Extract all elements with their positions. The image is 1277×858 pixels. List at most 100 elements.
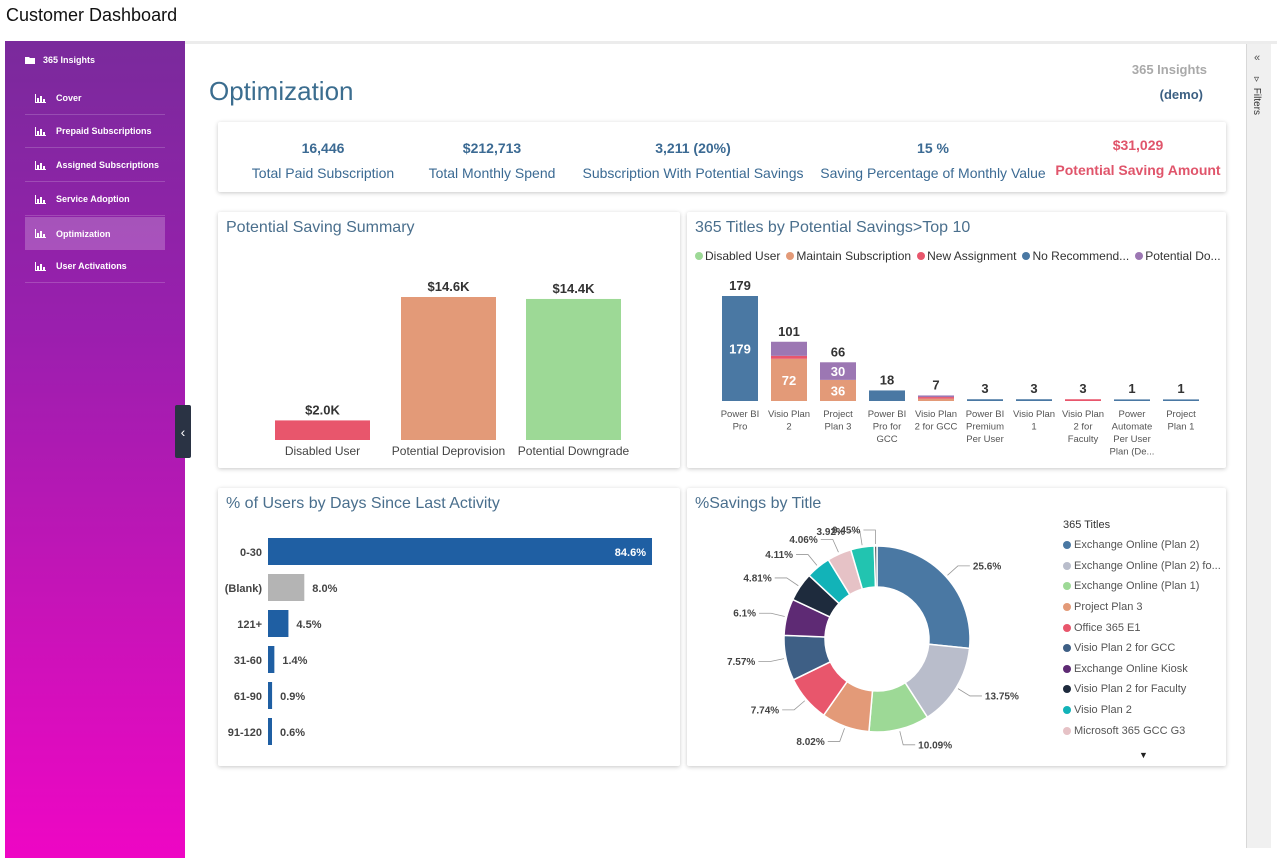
sidebar-item-cover[interactable]: Cover: [25, 82, 165, 115]
donut-value-label: 6.1%: [733, 609, 756, 620]
donut-value-label: 0.45%: [832, 526, 860, 537]
pie-legend-item[interactable]: Visio Plan 2: [1063, 700, 1221, 721]
top10-bar-segment[interactable]: [820, 362, 856, 380]
activity-bar[interactable]: [268, 682, 273, 709]
summary-bar[interactable]: [401, 297, 496, 440]
donut-slice[interactable]: [873, 545, 878, 588]
legend-label: Maintain Subscription: [796, 249, 912, 263]
filters-label[interactable]: ▿ Filters: [1251, 74, 1262, 115]
filters-pane[interactable]: « ▿ Filters: [1246, 44, 1271, 848]
donut-value-label: 4.06%: [789, 535, 817, 546]
top10-bar-segment[interactable]: [1114, 399, 1150, 401]
top10-bar-segment[interactable]: [1163, 399, 1199, 401]
legend-color-dot: [1063, 685, 1071, 694]
sidebar-item-assigned-subscriptions[interactable]: Assigned Subscriptions: [25, 149, 165, 182]
kpi-label: Potential Saving Amount: [1055, 162, 1221, 178]
activity-value-label: 1.4%: [282, 655, 307, 667]
top10-segment-label: 72: [782, 373, 796, 388]
sidebar-item-label: User Activations: [56, 261, 127, 271]
sidebar-item-service-adoption[interactable]: Service Adoption: [25, 183, 165, 216]
top10-bar-segment[interactable]: [771, 341, 807, 356]
pie-legend-item[interactable]: Project Plan 3: [1063, 597, 1221, 618]
filters-label-text: Filters: [1251, 87, 1262, 116]
pie-legend-item[interactable]: Microsoft 365 GCC G3: [1063, 720, 1221, 741]
kpi-value: $212,713: [462, 140, 522, 156]
top10-bar-segment[interactable]: [820, 379, 856, 401]
pie-legend-label: Exchange Online (Plan 2) fo...: [1074, 559, 1221, 572]
legend-item-disabled-user[interactable]: Disabled User: [695, 249, 780, 263]
sidebar-item-prepaid-subscriptions[interactable]: Prepaid Subscriptions: [25, 115, 165, 148]
legend-scroll-down-icon[interactable]: ▼: [1139, 750, 1148, 760]
activity-bar[interactable]: [268, 610, 289, 637]
pie-legend-item[interactable]: Exchange Online (Plan 1): [1063, 576, 1221, 597]
top10-bar-segment[interactable]: [771, 355, 807, 359]
top10-segment-label: 179: [729, 342, 751, 357]
legend-label: No Recommend...: [1032, 249, 1130, 263]
legend-item-new-assignment[interactable]: New Assignment: [917, 249, 1016, 263]
activity-bar[interactable]: [268, 718, 272, 745]
page-title: Optimization: [209, 76, 354, 106]
activity-bar[interactable]: [268, 574, 305, 601]
donut-leader-line: [820, 538, 839, 553]
collapse-sidebar-button[interactable]: ‹: [175, 405, 191, 458]
legend-label: Potential Do...: [1145, 249, 1221, 263]
summary-bar-value-label: $14.4K: [553, 281, 596, 296]
activity-bar[interactable]: [268, 538, 652, 565]
top10-bar-segment[interactable]: [722, 296, 758, 401]
top-divider: [185, 41, 1277, 44]
donut-slice[interactable]: [876, 545, 971, 650]
top10-titles-chart: 179 179 Power BI Pro 101 72 Visio Plan 2 66 36 30 P…: [721, 278, 1199, 458]
double-chevron-left-icon[interactable]: «: [1254, 52, 1261, 64]
summary-bar[interactable]: [526, 298, 621, 440]
kpi-subscription-with-potential-savings: 3,211 (20%) Subscription With Potential …: [578, 122, 808, 181]
donut-leader-line: [827, 728, 845, 742]
donut-leader-line: [899, 731, 916, 746]
donut-value-label: 7.57%: [727, 657, 755, 668]
activity-value-label: 84.6%: [615, 547, 646, 559]
pie-legend-item[interactable]: Visio Plan 2 for Faculty: [1063, 679, 1221, 700]
pie-legend-item[interactable]: Exchange Online Kiosk: [1063, 659, 1221, 680]
top10-bar-segment[interactable]: [918, 398, 954, 401]
kpi-label: Total Monthly Spend: [428, 165, 556, 181]
pie-legend-item[interactable]: Exchange Online (Plan 2) fo...: [1063, 556, 1221, 577]
legend-label: Disabled User: [705, 249, 781, 263]
donut-leader-line: [759, 612, 785, 617]
pie-legend-item[interactable]: Visio Plan 2 for GCC: [1063, 638, 1221, 659]
top10-bar-segment[interactable]: [967, 399, 1003, 401]
activity-bar[interactable]: [268, 646, 275, 673]
savings-by-title-card: %Savings by Title 25.6% 13.75% 10.09% 8.02%…: [687, 488, 1226, 766]
sidebar-group-365-insights[interactable]: 365 Insights: [25, 55, 95, 65]
kpi-value: 16,446: [301, 140, 345, 156]
donut-leader-line: [782, 700, 806, 711]
top10-category-label: Project Plan 1: [1166, 409, 1196, 433]
sidebar-item-optimization[interactable]: Optimization: [25, 217, 165, 250]
donut-leader-line: [947, 565, 970, 576]
card-title: 365 Titles by Potential Savings>Top 10: [695, 219, 971, 236]
top10-category-label: Visio Plan 2 for Faculty: [1062, 409, 1104, 445]
summary-bar[interactable]: [275, 420, 370, 440]
top10-bar-segment[interactable]: [869, 390, 905, 401]
legend-item-no-recommend[interactable]: No Recommend...: [1022, 249, 1129, 263]
pie-legend-item[interactable]: Office 365 E1: [1063, 617, 1221, 638]
legend-color-dot: [1063, 603, 1071, 612]
top10-bar-segment[interactable]: [918, 395, 954, 398]
top10-bar-segment[interactable]: [1016, 399, 1052, 401]
sidebar-item-user-activations[interactable]: User Activations: [25, 250, 165, 283]
top10-bar-segment[interactable]: [1065, 399, 1101, 401]
summary-bar-value-label: $2.0K: [305, 402, 340, 417]
legend-item-potential-downgrade[interactable]: Potential Do...: [1135, 249, 1221, 263]
kpi-total-paid-subscription: 16,446 Total Paid Subscription: [238, 122, 408, 181]
top10-bar-segment[interactable]: [918, 397, 954, 399]
top10-category-label: Project Plan 3: [823, 409, 853, 433]
pie-legend-label: Office 365 E1: [1074, 621, 1141, 634]
kpi-label: Total Paid Subscription: [251, 165, 395, 181]
filter-funnel-icon: ▿: [1251, 74, 1262, 85]
legend-item-maintain-subscription[interactable]: Maintain Subscription: [786, 249, 911, 263]
top10-bar-segment[interactable]: [771, 358, 807, 401]
pie-legend-items: Exchange Online (Plan 2) Exchange Online …: [1063, 535, 1221, 741]
pie-legend-item[interactable]: Exchange Online (Plan 2): [1063, 535, 1221, 556]
donut-value-label: 8.02%: [796, 737, 824, 748]
pie-legend: 365 Titles Exchange Online (Plan 2) Excha…: [1063, 519, 1221, 741]
folder-icon: [25, 57, 35, 64]
donut-value-label: 25.6%: [973, 561, 1001, 572]
